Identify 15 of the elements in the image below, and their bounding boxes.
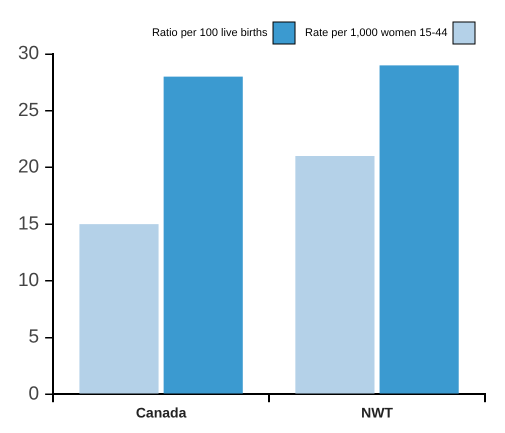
y-tick-label: 30 bbox=[18, 43, 40, 64]
y-tick-label: 10 bbox=[18, 270, 40, 292]
y-tick-label: 0 bbox=[28, 383, 40, 404]
x-tick-label: NWT bbox=[361, 404, 394, 420]
y-tick-label: 20 bbox=[18, 156, 40, 178]
y-tick-label: 15 bbox=[18, 213, 40, 234]
bar bbox=[295, 156, 375, 394]
x-tick-label: Canada bbox=[136, 404, 187, 420]
bar bbox=[79, 224, 159, 394]
legend-label: Rate per 1,000 women 15-44 bbox=[305, 27, 448, 40]
y-tick-label: 5 bbox=[28, 326, 40, 348]
legend-label: Ratio per 100 live births bbox=[152, 27, 268, 40]
bar bbox=[380, 65, 459, 394]
bar bbox=[164, 76, 243, 394]
y-tick-label: 25 bbox=[18, 100, 40, 121]
